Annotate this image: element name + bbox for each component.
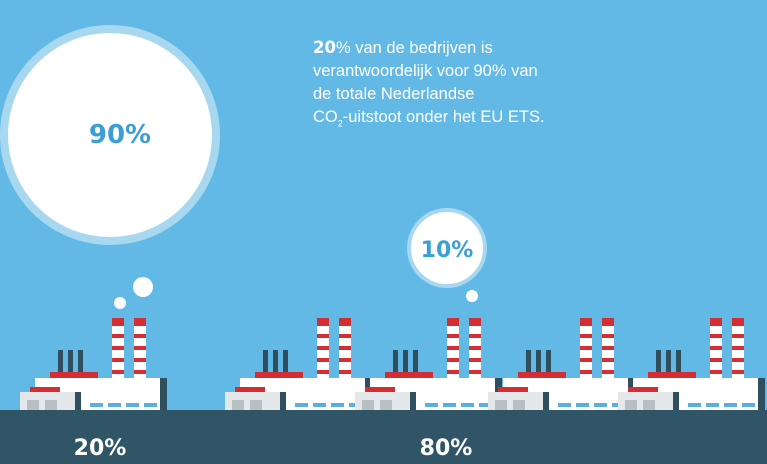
bubble-dot: [466, 290, 478, 302]
statement-subscript: 2: [337, 118, 343, 129]
group-label: 20%: [74, 436, 127, 461]
factory: [618, 318, 765, 410]
factory: [488, 318, 635, 410]
statement-text: -uitstoot onder het EU ETS.: [342, 108, 545, 126]
factory: [20, 318, 167, 410]
statement: 20% van de bedrijven is verantwoordelijk…: [313, 36, 633, 135]
statement-text: CO: [313, 108, 338, 126]
statement-text: % van de bedrijven is: [335, 39, 493, 57]
bubble-dot: [114, 297, 126, 309]
thought-bubble: [407, 208, 487, 288]
statement-text: verantwoordelijk voor 90% van: [313, 62, 538, 80]
thought-bubble: [0, 25, 220, 245]
bubble-label: 90%: [89, 120, 151, 150]
bubble-label: 10%: [421, 238, 474, 263]
factory: [225, 318, 372, 410]
group-label: 80%: [420, 436, 473, 461]
statement-bold: 20: [313, 38, 336, 57]
ground: [0, 410, 767, 464]
bubble-dot: [133, 277, 153, 297]
statement-text: de totale Nederlandse: [313, 85, 475, 103]
factory: [355, 318, 502, 410]
